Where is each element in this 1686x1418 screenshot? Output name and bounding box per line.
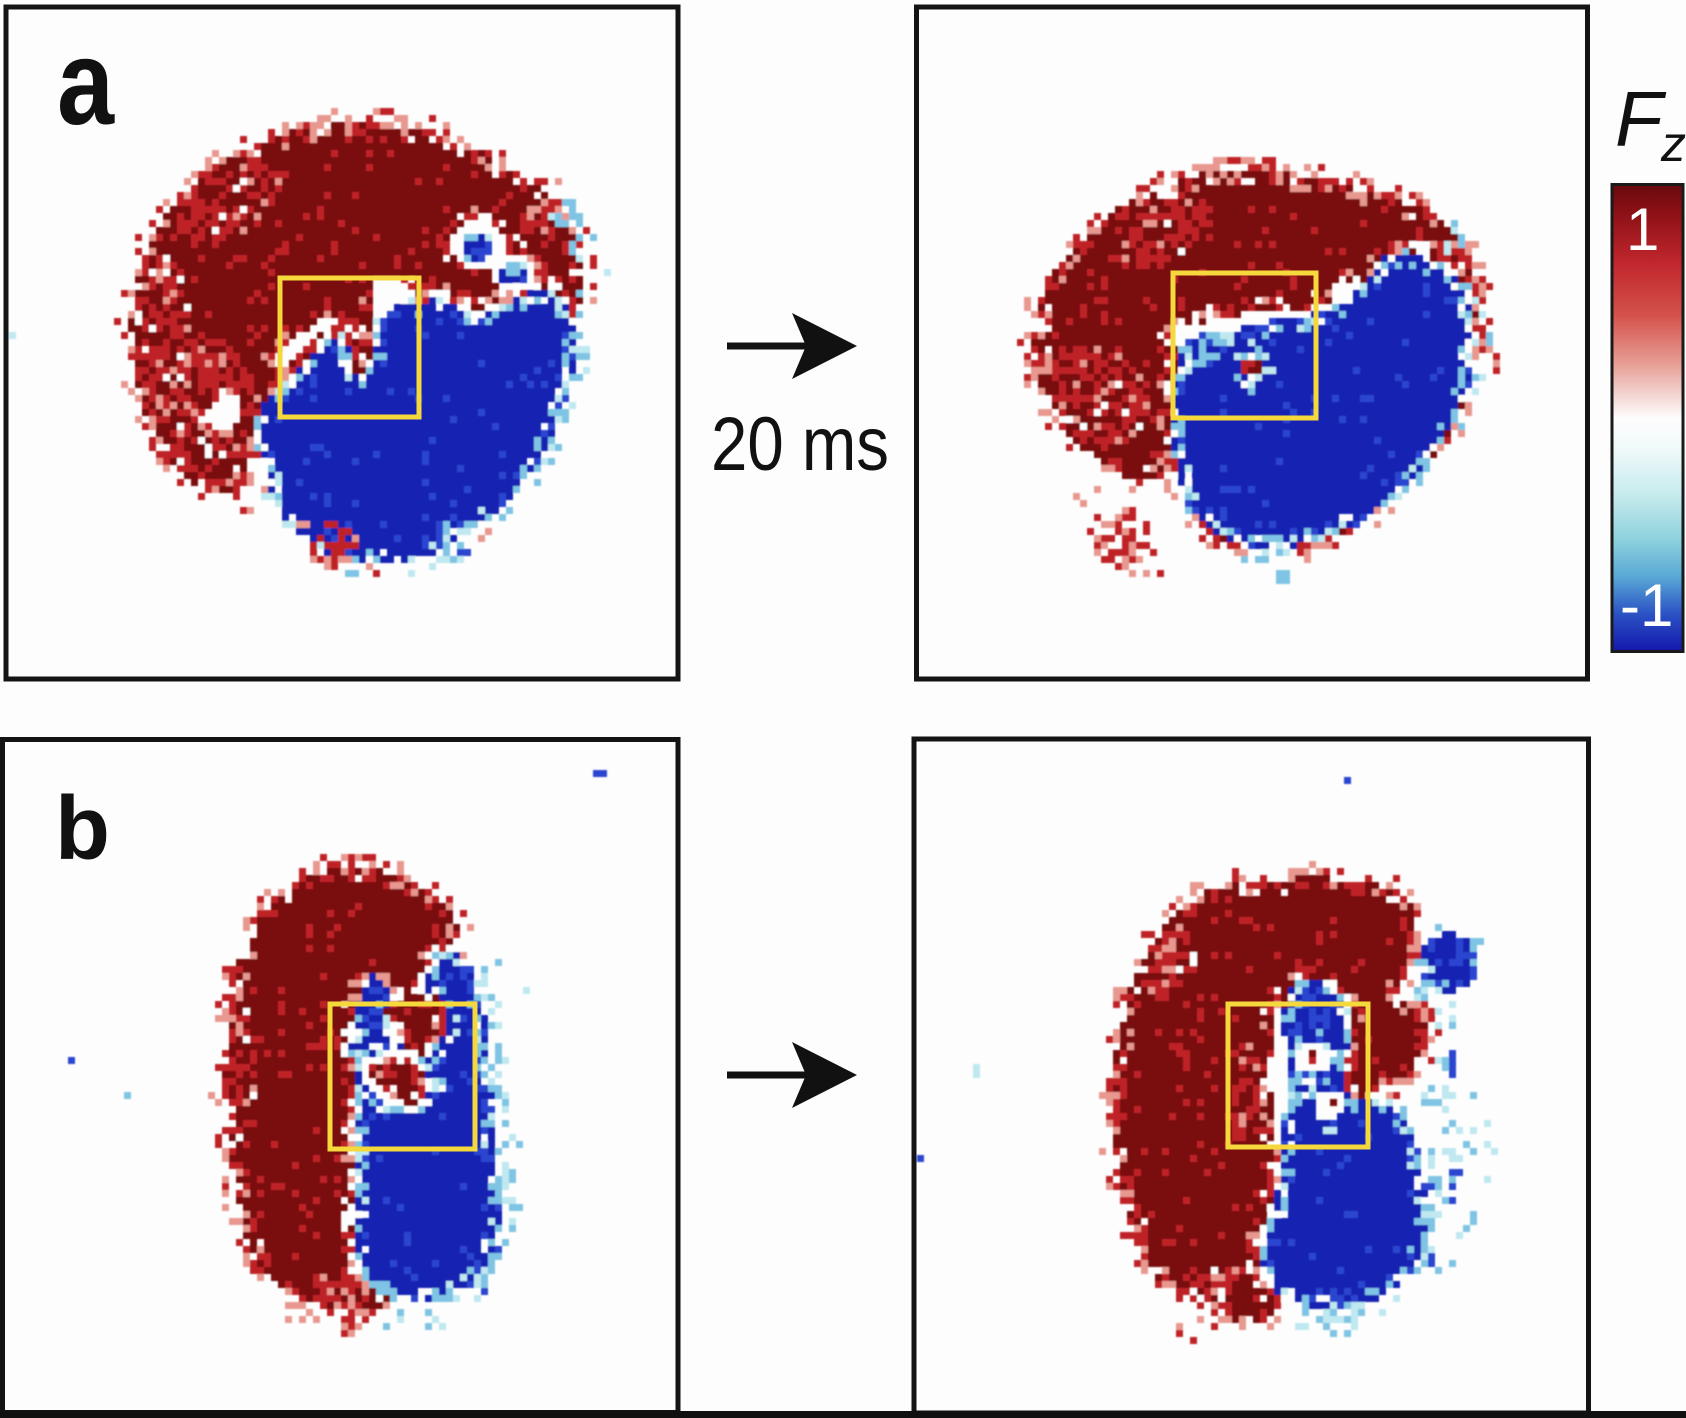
svg-text:z: z <box>1660 116 1686 172</box>
svg-text:b: b <box>55 779 110 879</box>
svg-text:-1: -1 <box>1620 572 1673 639</box>
svg-text:F: F <box>1615 75 1667 163</box>
svg-text:a: a <box>57 14 115 150</box>
svg-text:1: 1 <box>1626 196 1659 263</box>
svg-text:20 ms: 20 ms <box>711 402 889 487</box>
